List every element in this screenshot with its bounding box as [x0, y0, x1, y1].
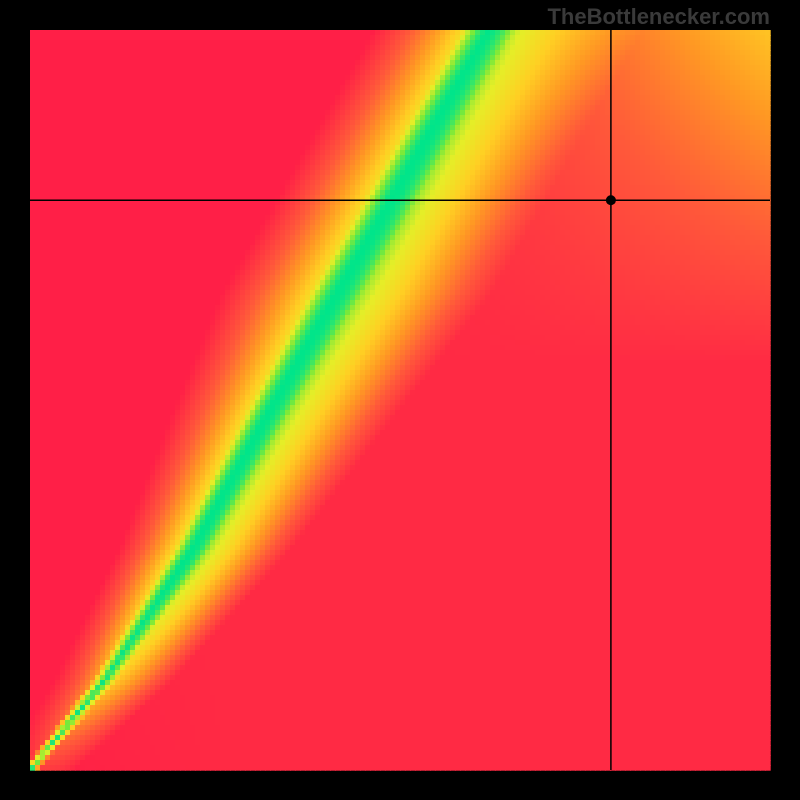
watermark-text: TheBottlenecker.com — [547, 4, 770, 30]
bottleneck-heatmap — [0, 0, 800, 800]
